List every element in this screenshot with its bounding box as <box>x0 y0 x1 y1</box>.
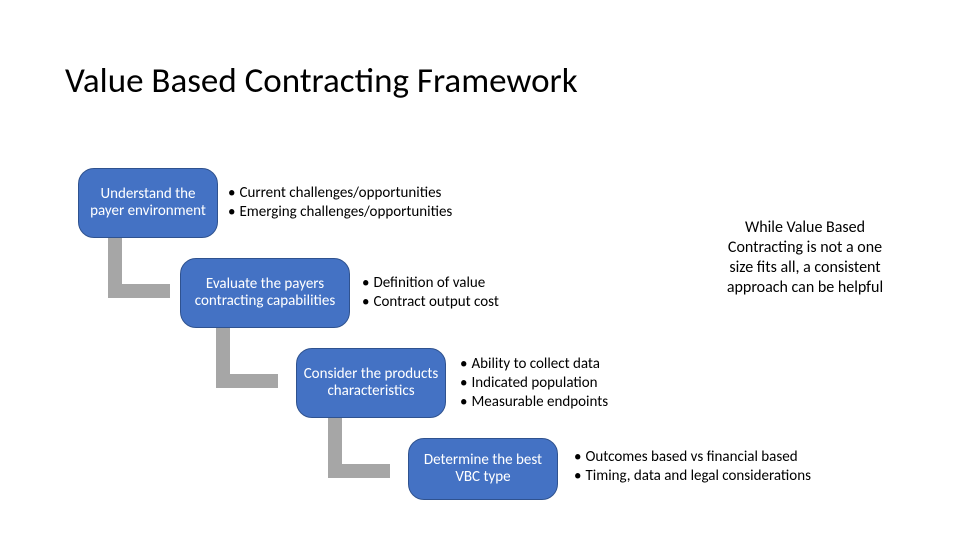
step4-bullets: •Outcomes based vs financial based •Timi… <box>574 448 811 486</box>
bullet-icon: • <box>460 374 467 393</box>
step3-bullet-2: Measurable endpoints <box>471 393 608 412</box>
step2-label: Evaluate the payers contracting capabili… <box>187 276 343 311</box>
step3-elbow-h <box>328 464 390 478</box>
step3-bullet-0: Ability to collect data <box>471 355 599 374</box>
step2-bullet-0: Definition of value <box>373 274 485 293</box>
bullet-icon: • <box>460 355 467 374</box>
step4-box: Determine the best VBC type <box>408 438 558 500</box>
step2-bullets: •Definition of value •Contract output co… <box>362 274 499 312</box>
step3-box: Consider the products characteristics <box>296 348 446 418</box>
step2-elbow-h <box>216 374 278 388</box>
sidebar-note: While Value Based Contracting is not a o… <box>720 218 890 298</box>
step1-label: Understand the payer environment <box>85 186 211 221</box>
step1-elbow-h <box>108 284 170 298</box>
bullet-icon: • <box>574 448 581 467</box>
bullet-icon: • <box>228 184 235 203</box>
bullet-icon: • <box>362 274 369 293</box>
bullet-icon: • <box>460 393 467 412</box>
page-title: Value Based Contracting Framework <box>65 60 578 102</box>
bullet-icon: • <box>574 467 581 486</box>
canvas: Value Based Contracting Framework Unders… <box>0 0 960 540</box>
bullet-icon: • <box>228 203 235 222</box>
step1-bullets: •Current challenges/opportunities •Emerg… <box>228 184 452 222</box>
step3-bullets: •Ability to collect data •Indicated popu… <box>460 355 608 411</box>
step4-bullet-1: Timing, data and legal considerations <box>585 467 810 486</box>
bullet-icon: • <box>362 293 369 312</box>
step3-label: Consider the products characteristics <box>303 366 439 401</box>
step2-bullet-1: Contract output cost <box>373 293 498 312</box>
step4-bullet-0: Outcomes based vs financial based <box>585 448 797 467</box>
step1-bullet-1: Emerging challenges/opportunities <box>239 203 452 222</box>
step1-bullet-0: Current challenges/opportunities <box>239 184 441 203</box>
step2-box: Evaluate the payers contracting capabili… <box>180 258 350 328</box>
step1-box: Understand the payer environment <box>78 168 218 238</box>
step3-bullet-1: Indicated population <box>471 374 597 393</box>
step4-label: Determine the best VBC type <box>415 452 551 487</box>
